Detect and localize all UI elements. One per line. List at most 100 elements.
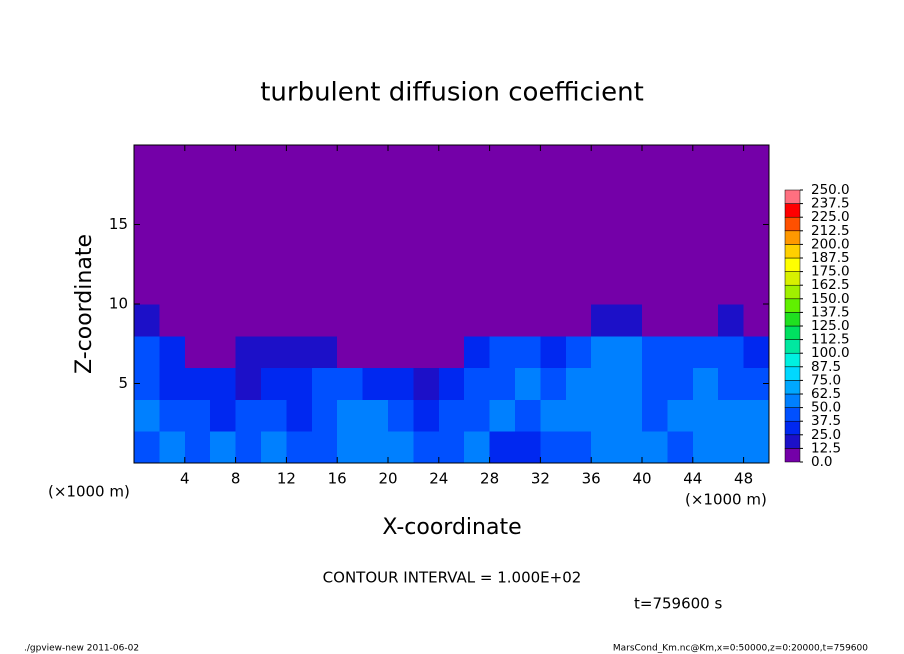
field-cell [565,240,592,273]
field-cell [184,272,211,305]
field-cell [235,431,262,464]
field-cell [235,208,262,241]
field-cell [286,399,313,432]
colorbar-swatch [784,189,801,204]
field-cell [489,399,516,432]
field-cell [184,208,211,241]
colorbar-swatch [784,448,801,463]
colorbar-label: 175.0 [811,264,850,280]
field-cell [337,145,364,178]
field-cell [540,367,567,400]
field-cell [540,208,567,241]
field-cell [388,272,414,305]
field-cell [616,367,643,400]
field-cell [489,335,516,369]
field-cell [743,399,770,432]
y-axis-unit: (×1000 m) [48,483,130,501]
colorbar-swatch [784,420,801,436]
colorbar-label: 50.0 [811,400,841,416]
field-cell [616,272,643,305]
field-cell [261,240,287,273]
colorbar-swatch [784,393,801,408]
field-cell [667,176,694,210]
colorbar-swatch [784,298,801,313]
field-cell [642,240,668,273]
colorbar-label: 37.5 [811,413,841,429]
field-cell [616,399,643,432]
field-cell [159,176,186,210]
y-tick-label: 15 [109,215,128,233]
field-cell [718,208,745,241]
field-cell [337,304,364,337]
field-cell [311,176,338,210]
field-cell [311,335,338,369]
field-cell [210,272,237,305]
field-cell [540,399,567,432]
field-cell [184,367,211,400]
colorbar-label: 162.5 [811,277,850,293]
x-tick-label: 40 [632,470,651,488]
field-cell [362,208,389,241]
field-cell [616,304,643,337]
field-cell [438,145,465,178]
field-cell [235,176,262,210]
footer-right: MarsCond_Km.nc@Km,x=0:50000,z=0:20000,t=… [613,644,868,654]
field-cell [743,272,770,305]
field-cell [311,272,338,305]
field-cell [591,367,618,400]
field-cell [261,176,287,210]
field-cell [642,208,668,241]
field-cell [464,240,491,273]
colorbar-swatch [784,352,801,368]
field-cell [261,367,287,400]
colorbar-label: 100.0 [811,345,850,361]
field-cell [743,431,770,464]
field-cell [515,272,541,305]
colorbar-label: 250.0 [811,182,850,198]
field-cell [718,431,745,464]
colorbar-label: 125.0 [811,318,850,334]
field-cell [515,208,541,241]
field-cell [667,335,694,369]
field-cell [413,367,440,400]
colorbar-label: 0.0 [811,454,832,470]
field-cell [134,304,160,337]
field-cell [464,367,491,400]
field-cell [311,431,338,464]
field-cell [692,304,719,337]
field-cell [184,431,211,464]
field-cell [235,240,262,273]
field-cell [692,335,719,369]
field-cell [235,304,262,337]
y-axis-label: Z-coordinate [72,234,97,374]
field-cell [235,399,262,432]
field-cell [413,335,440,369]
field-cell [489,431,516,464]
field-cell [616,431,643,464]
field-cell [438,272,465,305]
field-cell [565,304,592,337]
x-tick-label: 24 [429,470,448,488]
field-cell [718,335,745,369]
colorbar-label: 62.5 [811,386,841,402]
field-cell [210,431,237,464]
field-cell [210,367,237,400]
field-cell [642,304,668,337]
field-cell [413,431,440,464]
field-cell [540,335,567,369]
field-cell [337,272,364,305]
field-cell [159,399,186,432]
field-cell [184,335,211,369]
field-cell [515,367,541,400]
field-cell [286,240,313,273]
field-cell [718,145,745,178]
field-cell [464,431,491,464]
field-cell [743,335,770,369]
colorbar-label: 112.5 [811,332,850,348]
colorbar-swatch [784,257,801,272]
field-cell [616,176,643,210]
field-cell [388,208,414,241]
field-cell [261,304,287,337]
colorbar-swatch [784,312,801,327]
field-cell [388,335,414,369]
